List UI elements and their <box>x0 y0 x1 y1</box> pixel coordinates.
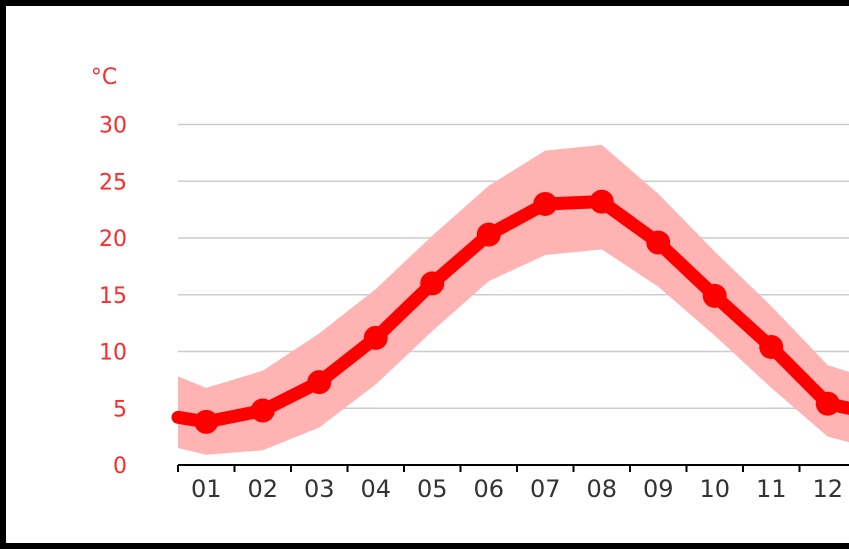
x-tick-label: 06 <box>473 475 504 503</box>
y-tick-label: 0 <box>113 454 127 479</box>
data-point-01 <box>194 409 219 434</box>
x-tick-label: 04 <box>360 475 391 503</box>
x-tick-label: 10 <box>699 475 730 503</box>
y-tick-label: 5 <box>113 397 127 422</box>
x-tick-label: 11 <box>756 475 787 503</box>
x-tick-label: 02 <box>247 475 278 503</box>
y-axis-unit-label: °C <box>91 65 117 90</box>
y-axis: °C 0 5 10 15 20 25 30 <box>91 65 127 479</box>
data-point-10 <box>702 283 727 308</box>
data-point-07 <box>533 191 558 216</box>
x-tick-label: 07 <box>530 475 561 503</box>
x-tick-label: 01 <box>191 475 222 503</box>
x-tick-label: 05 <box>417 475 448 503</box>
data-point-11 <box>759 334 784 359</box>
y-tick-label: 30 <box>99 114 127 139</box>
data-points <box>194 189 840 434</box>
x-axis: 01 02 03 04 05 06 07 08 09 10 11 12 <box>177 464 849 503</box>
data-point-06 <box>476 222 501 247</box>
data-point-04 <box>363 325 388 350</box>
data-point-05 <box>420 271 445 296</box>
y-tick-label: 15 <box>99 284 127 309</box>
data-point-02 <box>250 398 275 423</box>
temperature-range-band <box>178 144 849 455</box>
x-tick-label: 09 <box>643 475 674 503</box>
x-tick-label: 08 <box>586 475 617 503</box>
y-tick-label: 25 <box>99 170 127 195</box>
data-point-03 <box>307 370 332 395</box>
x-tick-label: 03 <box>304 475 335 503</box>
data-point-12 <box>815 391 840 416</box>
y-tick-label: 10 <box>99 341 127 366</box>
y-tick-label: 20 <box>99 227 127 252</box>
data-point-09 <box>646 230 671 255</box>
x-tick-label: 12 <box>812 475 843 503</box>
data-point-08 <box>589 189 614 214</box>
